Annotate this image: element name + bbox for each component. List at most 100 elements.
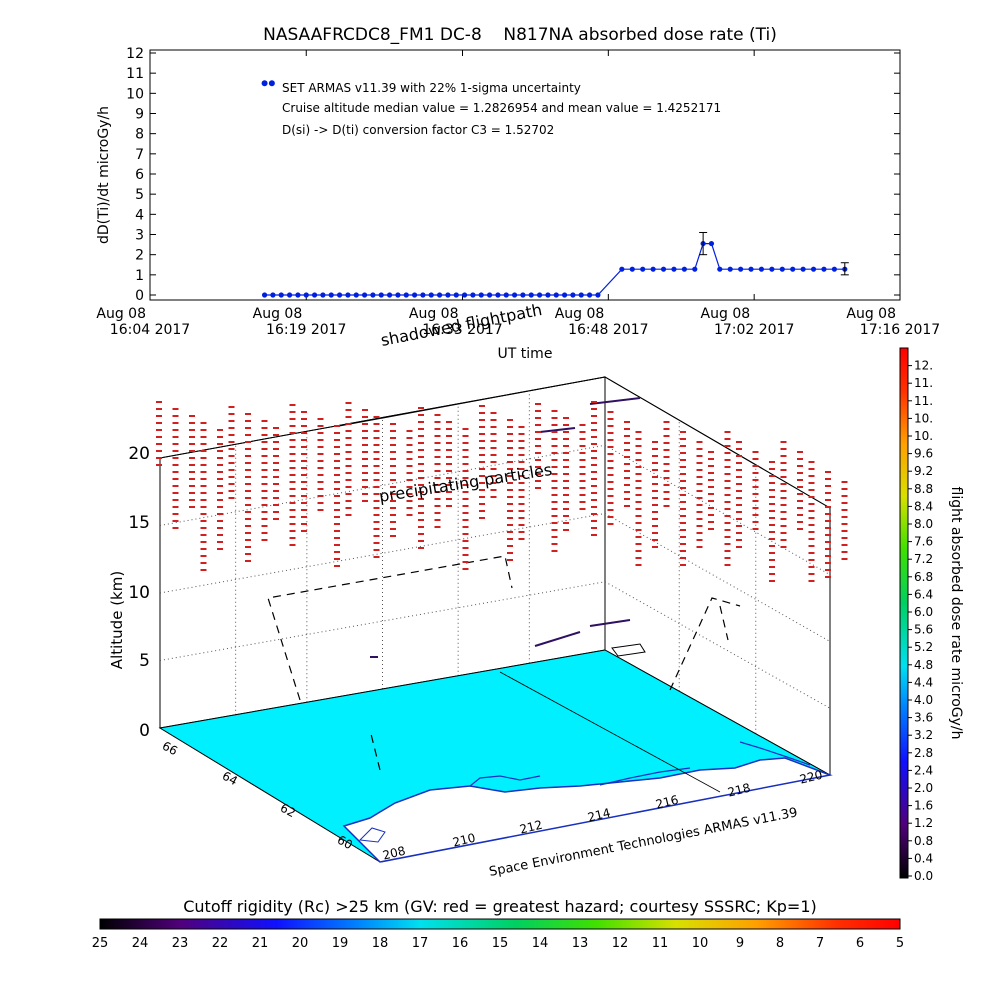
land-mass [342,757,833,863]
x-tick-label-time: 17:02 2017 [714,322,794,338]
data-point [361,292,368,298]
colorbar-tick-label: 5.2 [914,640,933,654]
data-point [461,292,468,298]
data-point [328,292,334,298]
rigidity-tick-label: 17 [412,936,429,951]
dose-series [261,80,849,298]
data-point [727,266,733,272]
colorbar-tick-label: 0.8 [914,834,933,848]
data-point [708,240,715,247]
data-point [671,266,677,272]
data-point [503,292,509,298]
x-axis-label: UT time [498,346,553,362]
x-tick-label-time: 16:48 2017 [568,322,648,338]
data-point [386,292,393,298]
annotation-line-3: D(si) -> D(ti) conversion factor C3 = 1.… [282,123,554,137]
data-point [470,292,476,298]
y-tick-label: 2 [135,248,144,264]
data-point [595,292,601,298]
colorbar-tick-label: 8.8 [914,482,933,496]
data-point [511,292,518,298]
y-tick-label: 10 [126,86,144,102]
latitude-tick-label: 66 [160,739,180,759]
colorbar-tick-label: 10. [914,411,933,425]
altitude-ticks: 0 5 10 15 20 [128,444,150,741]
rigidity-tick-label: 7 [816,936,824,951]
altitude-tick-label: 20 [128,444,150,464]
x-tick-label-time: 17:16 2017 [860,322,940,338]
coast-detail [469,741,811,787]
data-point [420,292,426,298]
data-point [311,292,318,298]
rigidity-bar: Cutoff rigidity (Rc) >25 km (GV: red = g… [92,897,904,951]
y-tick-label: 9 [135,107,144,123]
dose-colorbar: 0.0 0.4 0.8 1.2 1.6 2.0 2.4 2.8 3.2 3.6 4.0 4.4 4.8 5… [899,347,964,883]
data-point [578,292,584,298]
data-point [270,292,276,298]
altitude-tick-label: 0 [139,721,150,741]
rigidity-tick-label: 6 [856,936,864,951]
y-tick-label: 7 [135,147,144,163]
plot-frame [149,49,901,301]
y-tick-label: 11 [126,66,144,82]
rigidity-tick-label: 15 [492,936,509,951]
data-point [650,266,656,272]
data-point [640,266,646,272]
longitude-tick-label: 218 [726,781,752,800]
rigidity-tick-label: 9 [736,936,744,951]
data-point [692,266,698,272]
rigidity-tick-label: 23 [172,936,189,951]
x-tick-label-date: Aug 08 [409,306,459,322]
data-point [445,292,451,298]
colorbar-tick-label: 5.6 [914,623,933,637]
colorbar-tick-label: 11. [914,376,933,390]
y-tick-label: 12 [126,46,144,62]
data-point [545,292,551,298]
latitude-ticks: 60 62 64 66 [160,739,355,853]
latitude-tick-label: 64 [220,769,240,789]
longitude-ticks: 208 210 212 214 216 218 220 [381,768,824,863]
data-point [629,266,635,272]
latitude-tick-label: 60 [335,833,355,853]
latitude-tick-label: 62 [278,801,298,821]
rigidity-label: Cutoff rigidity (Rc) >25 km (GV: red = g… [183,897,817,916]
top-edge-mid [339,376,606,427]
colorbar-tick-label: 2.8 [914,746,933,760]
x-tick-label-date: Aug 08 [555,306,605,322]
data-point [495,292,501,298]
data-point [353,292,359,298]
colorbar-tick-label: 8.4 [914,499,933,513]
rigidity-tick-label: 18 [372,936,389,951]
colorbar-label: flight absorbed dose rate microGy/h [948,487,964,740]
x-tick-label-time: 16:04 2017 [110,322,190,338]
data-point [570,292,576,298]
colorbar-tick-label: 6.0 [914,605,933,619]
data-point [758,266,765,272]
rigidity-tick-label: 11 [652,936,669,951]
y-tick-label: 3 [135,228,144,244]
colorbar-tick-label: 0.4 [914,851,933,865]
data-point [345,292,351,298]
data-point [717,266,723,272]
data-point [478,292,484,298]
colorbar-tick-label: 9.2 [914,464,933,478]
data-point [261,292,268,298]
annotation-line-1: SET ARMAS v11.39 with 22% 1-sigma uncert… [282,81,581,95]
longitude-tick-label: 214 [586,806,612,825]
data-point [520,292,526,298]
shadowed-flightpath-label: shadowed flightpath [379,300,543,350]
y-tick-label: 4 [135,207,144,223]
altitude-tick-label: 5 [139,651,150,671]
data-point [738,266,744,272]
data-point [748,266,754,272]
colorbar-tick-label: 1.2 [914,816,933,830]
gridline [159,581,606,661]
data-point [320,292,326,298]
data-point [268,80,275,87]
x-tick-label-date: Aug 08 [846,306,896,322]
colorbar-tick-label: 4.4 [914,675,933,689]
longitude-tick-label: 210 [451,831,477,850]
rigidity-tick-label: 14 [532,936,549,951]
